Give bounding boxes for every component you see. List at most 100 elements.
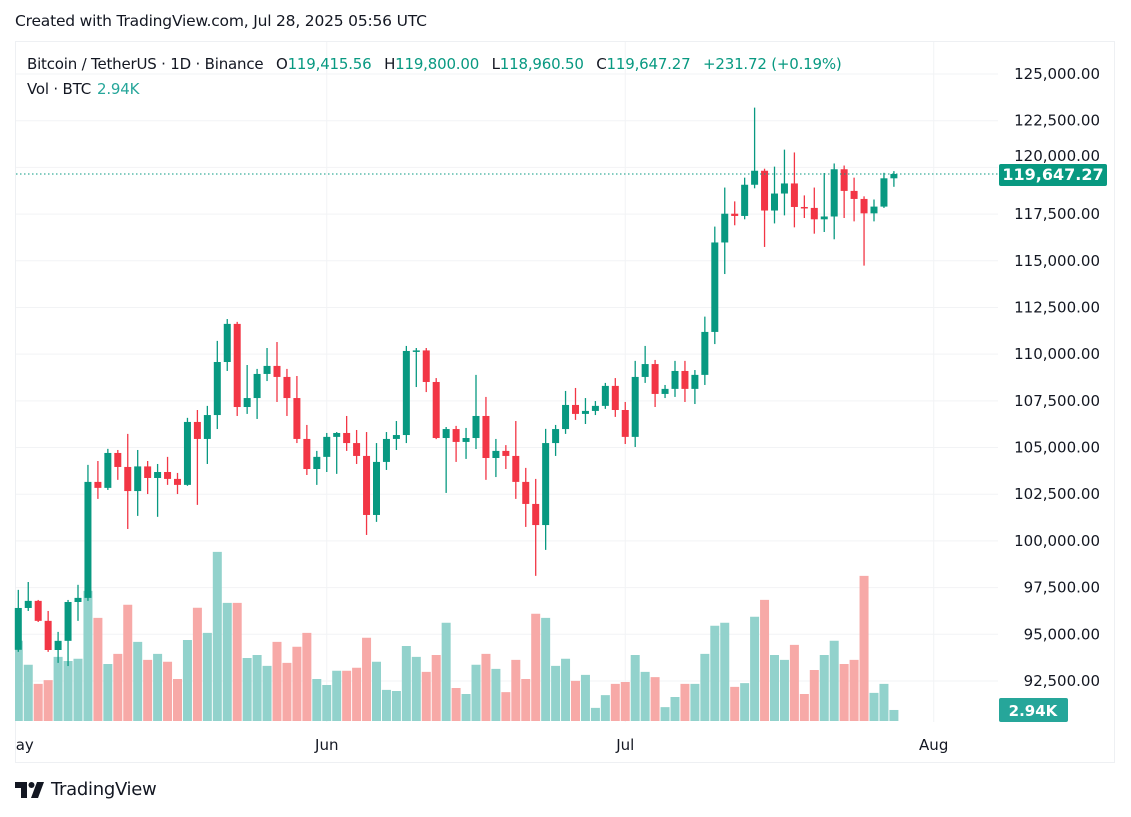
candle-body-up[interactable] — [54, 640, 62, 650]
candle-body-up[interactable] — [154, 472, 162, 478]
candle-body-down[interactable] — [174, 478, 181, 485]
candle-body-up[interactable] — [203, 415, 211, 439]
candle-body-down[interactable] — [303, 438, 311, 470]
candle-body-down[interactable] — [482, 415, 490, 458]
candle-body-up[interactable] — [601, 385, 609, 406]
candle-body-down[interactable] — [233, 323, 241, 408]
candle-body-up[interactable] — [890, 173, 898, 179]
candle-body-up[interactable] — [263, 365, 271, 374]
candle-body-down[interactable] — [572, 404, 579, 414]
candle-body-up[interactable] — [382, 438, 390, 462]
candle-body-down[interactable] — [34, 600, 42, 621]
candle-body-down[interactable] — [422, 350, 430, 382]
candle-body-up[interactable] — [462, 438, 470, 442]
candle-body-down[interactable] — [193, 421, 201, 439]
candle-body-up[interactable] — [472, 415, 480, 439]
candle-body-down[interactable] — [611, 385, 619, 410]
candle-body-down[interactable] — [790, 183, 798, 207]
candle-body-up[interactable] — [671, 370, 679, 389]
symbol-title[interactable]: Bitcoin / TetherUS · 1D · Binance — [27, 55, 264, 73]
candle-body-down[interactable] — [273, 365, 281, 377]
candle-body-down[interactable] — [621, 409, 629, 437]
candle-body-up[interactable] — [333, 432, 341, 437]
candle-body-up[interactable] — [412, 350, 420, 352]
candle-body-down[interactable] — [840, 169, 848, 191]
candle-body-down[interactable] — [432, 381, 440, 439]
candle-body-down[interactable] — [353, 443, 361, 456]
candle-body-down[interactable] — [363, 455, 371, 515]
candle-body-down[interactable] — [124, 466, 132, 492]
candle-body-down[interactable] — [850, 190, 858, 199]
candle-body-down[interactable] — [522, 481, 530, 504]
candle-body-down[interactable] — [761, 170, 769, 211]
candle-body-down[interactable] — [532, 503, 540, 526]
candle-body-up[interactable] — [741, 184, 749, 216]
candle-body-up[interactable] — [223, 323, 231, 362]
candle-body-up[interactable] — [64, 601, 72, 641]
candle-body-up[interactable] — [24, 600, 32, 608]
volume-label[interactable]: Vol · BTC — [27, 80, 91, 98]
candle-body-down[interactable] — [164, 472, 172, 479]
volume-bar-up — [202, 632, 212, 721]
candle-body-up[interactable] — [631, 376, 639, 437]
candle-body-up[interactable] — [870, 206, 878, 214]
candle-body-down[interactable] — [731, 213, 739, 216]
volume-bar-down — [839, 664, 849, 721]
candle-body-up[interactable] — [373, 461, 380, 515]
candle-body-up[interactable] — [134, 466, 142, 492]
candle-body-up[interactable] — [771, 193, 778, 211]
candle-body-down[interactable] — [114, 452, 122, 467]
volume-bar-up — [779, 659, 789, 721]
candle-body-down[interactable] — [681, 370, 689, 389]
candle-body-down[interactable] — [452, 429, 460, 442]
candle-body-down[interactable] — [502, 450, 510, 456]
candle-body-up[interactable] — [880, 178, 888, 207]
candle-body-up[interactable] — [84, 481, 92, 598]
candle-body-up[interactable] — [711, 242, 719, 332]
candle-body-up[interactable] — [402, 350, 410, 436]
candle-body-up[interactable] — [820, 216, 828, 220]
candle-body-down[interactable] — [94, 481, 102, 488]
candle-body-up[interactable] — [661, 388, 669, 394]
candle-body-up[interactable] — [442, 429, 450, 439]
candle-body-down[interactable] — [293, 398, 301, 439]
candle-body-up[interactable] — [581, 410, 589, 414]
candle-body-down[interactable] — [283, 376, 291, 399]
candle-body-up[interactable] — [780, 183, 788, 194]
low-value: 118,960.50 — [499, 55, 584, 73]
candle-body-down[interactable] — [800, 206, 808, 209]
volume-legend-row: Vol · BTC 2.94K — [27, 79, 842, 104]
candle-body-up[interactable] — [213, 361, 221, 416]
candle-body-up[interactable] — [701, 331, 709, 375]
candle-body-down[interactable] — [144, 466, 152, 478]
candle-body-up[interactable] — [830, 169, 838, 217]
volume-bar-up — [700, 653, 710, 721]
candle-body-up[interactable] — [721, 213, 729, 243]
price-axis-label: 112,500.00 — [1014, 298, 1100, 316]
volume-bar-down — [760, 599, 770, 721]
candle-body-down[interactable] — [343, 432, 351, 444]
candle-body-up[interactable] — [392, 435, 400, 439]
candle-body-up[interactable] — [183, 421, 191, 485]
candle-body-up[interactable] — [74, 597, 82, 602]
candle-body-down[interactable] — [810, 207, 818, 220]
candle-body-up[interactable] — [691, 374, 699, 389]
candle-body-down[interactable] — [860, 198, 868, 214]
candle-body-down[interactable] — [512, 455, 520, 482]
candle-body-up[interactable] — [552, 429, 560, 444]
candle-body-up[interactable] — [492, 450, 500, 458]
candle-body-up[interactable] — [313, 456, 321, 470]
candle-body-up[interactable] — [104, 452, 112, 488]
candle-body-up[interactable] — [14, 607, 22, 650]
candle-body-up[interactable] — [751, 170, 759, 185]
candle-body-up[interactable] — [562, 404, 570, 430]
candle-body-up[interactable] — [243, 398, 251, 408]
candle-body-down[interactable] — [651, 364, 659, 394]
candle-body-up[interactable] — [323, 436, 331, 457]
candle-body-up[interactable] — [641, 364, 649, 377]
candle-body-up[interactable] — [591, 405, 599, 411]
candle-body-down[interactable] — [44, 620, 52, 650]
candle-body-up[interactable] — [253, 373, 261, 399]
candle-body-up[interactable] — [542, 443, 550, 526]
